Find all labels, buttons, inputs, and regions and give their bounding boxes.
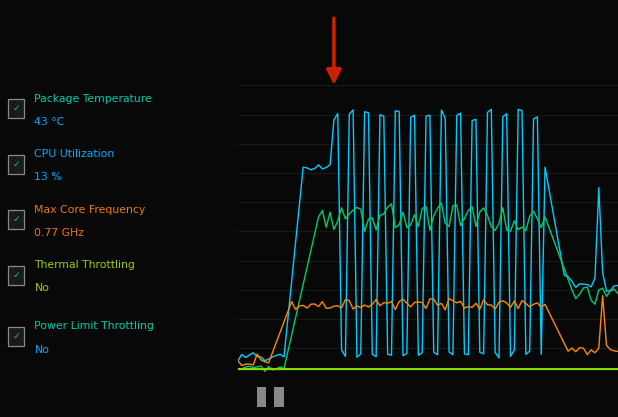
FancyBboxPatch shape	[8, 210, 24, 229]
Text: 43 °C: 43 °C	[35, 117, 65, 127]
Text: CPU Utilization: CPU Utilization	[35, 149, 115, 159]
Text: ✓: ✓	[12, 332, 20, 341]
Text: ✓: ✓	[12, 215, 20, 224]
Text: ✓: ✓	[12, 160, 20, 169]
Text: Max Core Frequency: Max Core Frequency	[35, 205, 146, 214]
FancyBboxPatch shape	[8, 266, 24, 285]
FancyBboxPatch shape	[8, 99, 24, 118]
FancyBboxPatch shape	[8, 155, 24, 174]
Bar	[257, 387, 266, 407]
Text: Package Temperature: Package Temperature	[35, 94, 152, 103]
Text: ✓: ✓	[12, 271, 20, 280]
Text: Thermal Throttling: Thermal Throttling	[35, 260, 135, 270]
Text: No: No	[35, 284, 49, 293]
Text: ✓: ✓	[12, 104, 20, 113]
FancyBboxPatch shape	[8, 327, 24, 346]
Text: 0.77 GHz: 0.77 GHz	[35, 228, 85, 238]
Bar	[274, 387, 284, 407]
Text: Power Limit Throttling: Power Limit Throttling	[35, 322, 154, 331]
Text: 13 %: 13 %	[35, 173, 62, 182]
Text: No: No	[35, 345, 49, 354]
